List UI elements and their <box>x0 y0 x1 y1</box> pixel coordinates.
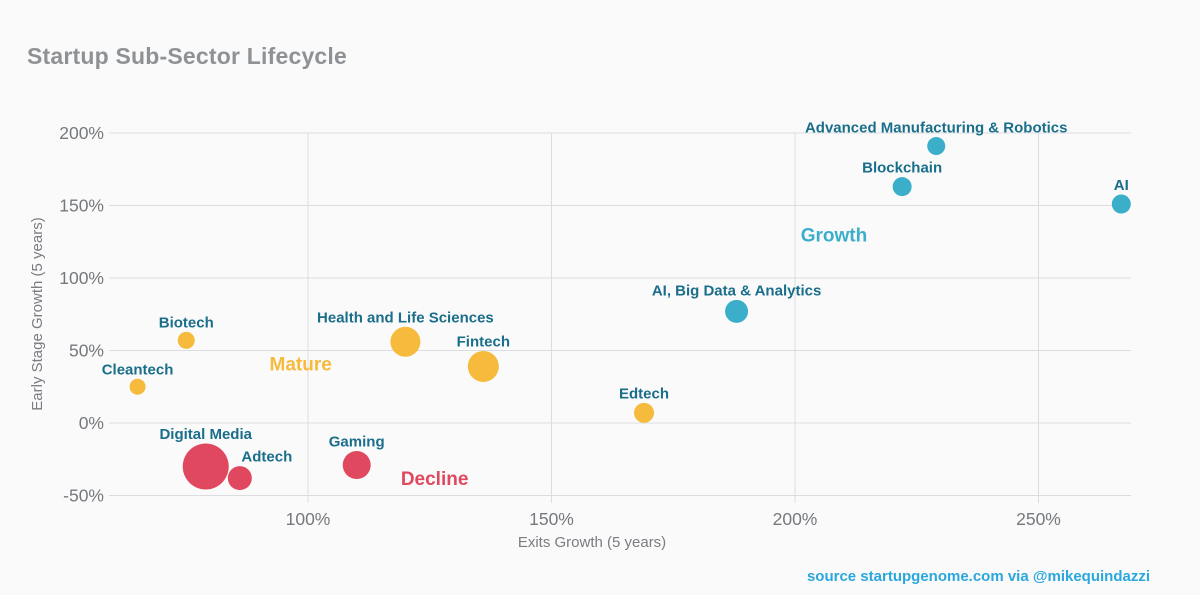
bubble-health-and-life-sciences <box>390 326 421 357</box>
y-axis-title: Early Stage Growth (5 years) <box>29 217 46 410</box>
x-tick-label: 250% <box>1016 509 1061 529</box>
y-tick-label: -50% <box>63 486 104 506</box>
bubble-edtech <box>634 402 655 423</box>
y-tick-label: 0% <box>79 413 104 433</box>
bubble-label-health-and-life-sciences: Health and Life Sciences <box>317 309 494 326</box>
bubble-label-blockchain: Blockchain <box>862 160 942 177</box>
bubble-label-digital-media: Digital Media <box>159 426 252 443</box>
bubble-label-adtech: Adtech <box>241 449 292 466</box>
bubble-label-biotech: Biotech <box>159 314 214 331</box>
bubble-label-cleantech: Cleantech <box>102 361 174 378</box>
y-tick-label: 200% <box>59 123 104 143</box>
tick-layer: 100% 150% 200% 250% 200% 150% 100% 50% 0% -50% <box>59 123 1061 529</box>
x-tick-label: 100% <box>286 509 331 529</box>
bubble-advanced-manufacturing-robotics <box>927 137 946 156</box>
bubble-label-gaming: Gaming <box>329 434 385 451</box>
bubble-adtech <box>227 466 252 491</box>
bubble-label-ai-big-data-analytics: AI, Big Data & Analytics <box>652 282 821 299</box>
y-tick-label: 100% <box>59 268 104 288</box>
zone-label-mature: Mature <box>270 355 332 376</box>
bubble-label-advanced-manufacturing-robotics: Advanced Manufacturing & Robotics <box>805 120 1068 137</box>
bubble-layer: Advanced Manufacturing & Robotics Blockch… <box>102 120 1131 491</box>
bubble-ai <box>1111 194 1131 214</box>
grid-layer <box>109 132 1131 503</box>
bubble-cleantech <box>129 378 146 395</box>
zone-label-layer: Growth Mature Decline <box>270 226 868 491</box>
source-credit[interactable]: source startupgenome.com via @mikequinda… <box>807 568 1150 585</box>
bubble-label-fintech: Fintech <box>457 333 510 350</box>
bubble-fintech <box>467 350 499 382</box>
y-tick-label: 50% <box>69 341 104 361</box>
bubble-biotech <box>177 331 195 349</box>
x-tick-label: 200% <box>773 509 818 529</box>
bubble-label-edtech: Edtech <box>619 385 669 402</box>
bubble-digital-media <box>182 443 229 490</box>
x-axis-title: Exits Growth (5 years) <box>518 534 666 551</box>
bubble-blockchain <box>892 177 912 197</box>
zone-label-decline: Decline <box>401 469 469 490</box>
bubble-label-ai: AI <box>1114 177 1129 194</box>
x-tick-label: 150% <box>529 509 574 529</box>
chart-title: Startup Sub-Sector Lifecycle <box>27 43 347 69</box>
bubble-ai-big-data-analytics <box>725 299 749 323</box>
zone-label-growth: Growth <box>801 226 868 247</box>
bubble-gaming <box>342 451 371 480</box>
y-tick-label: 150% <box>59 196 104 216</box>
